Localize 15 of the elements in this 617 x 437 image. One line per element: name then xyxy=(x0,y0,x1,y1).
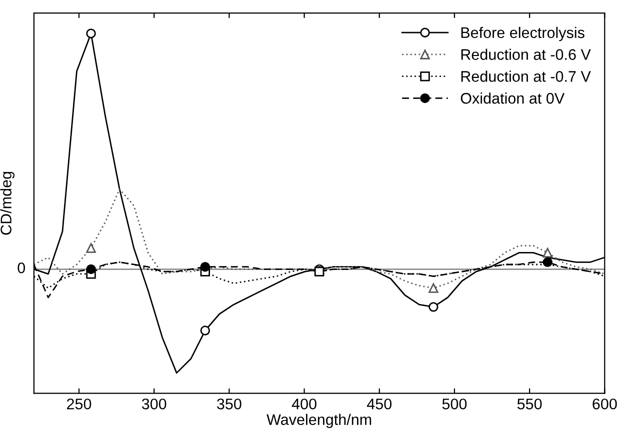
legend-label: Before electrolysis xyxy=(461,26,584,42)
legend-label: Reduction at -0.7 V xyxy=(461,70,591,82)
x-tick-label: 500 xyxy=(442,398,467,410)
x-tick-label: 600 xyxy=(592,398,617,410)
x-tick-label: 250 xyxy=(67,398,92,410)
ref-line-label: 0 xyxy=(18,262,26,274)
legend-label: Oxidation at 0V xyxy=(460,92,565,104)
x-axis-title: Wavelength/nm xyxy=(266,414,372,428)
x-tick-label: 550 xyxy=(517,398,542,410)
legend-label: Reduction at -0.6 V xyxy=(461,48,591,60)
x-tick-label: 300 xyxy=(142,398,166,410)
x-tick-label: 450 xyxy=(366,398,392,410)
y-axis-title: CD/mdeg xyxy=(0,172,14,235)
x-tick-label: 350 xyxy=(217,398,242,410)
x-tick-label: 400 xyxy=(292,398,316,410)
